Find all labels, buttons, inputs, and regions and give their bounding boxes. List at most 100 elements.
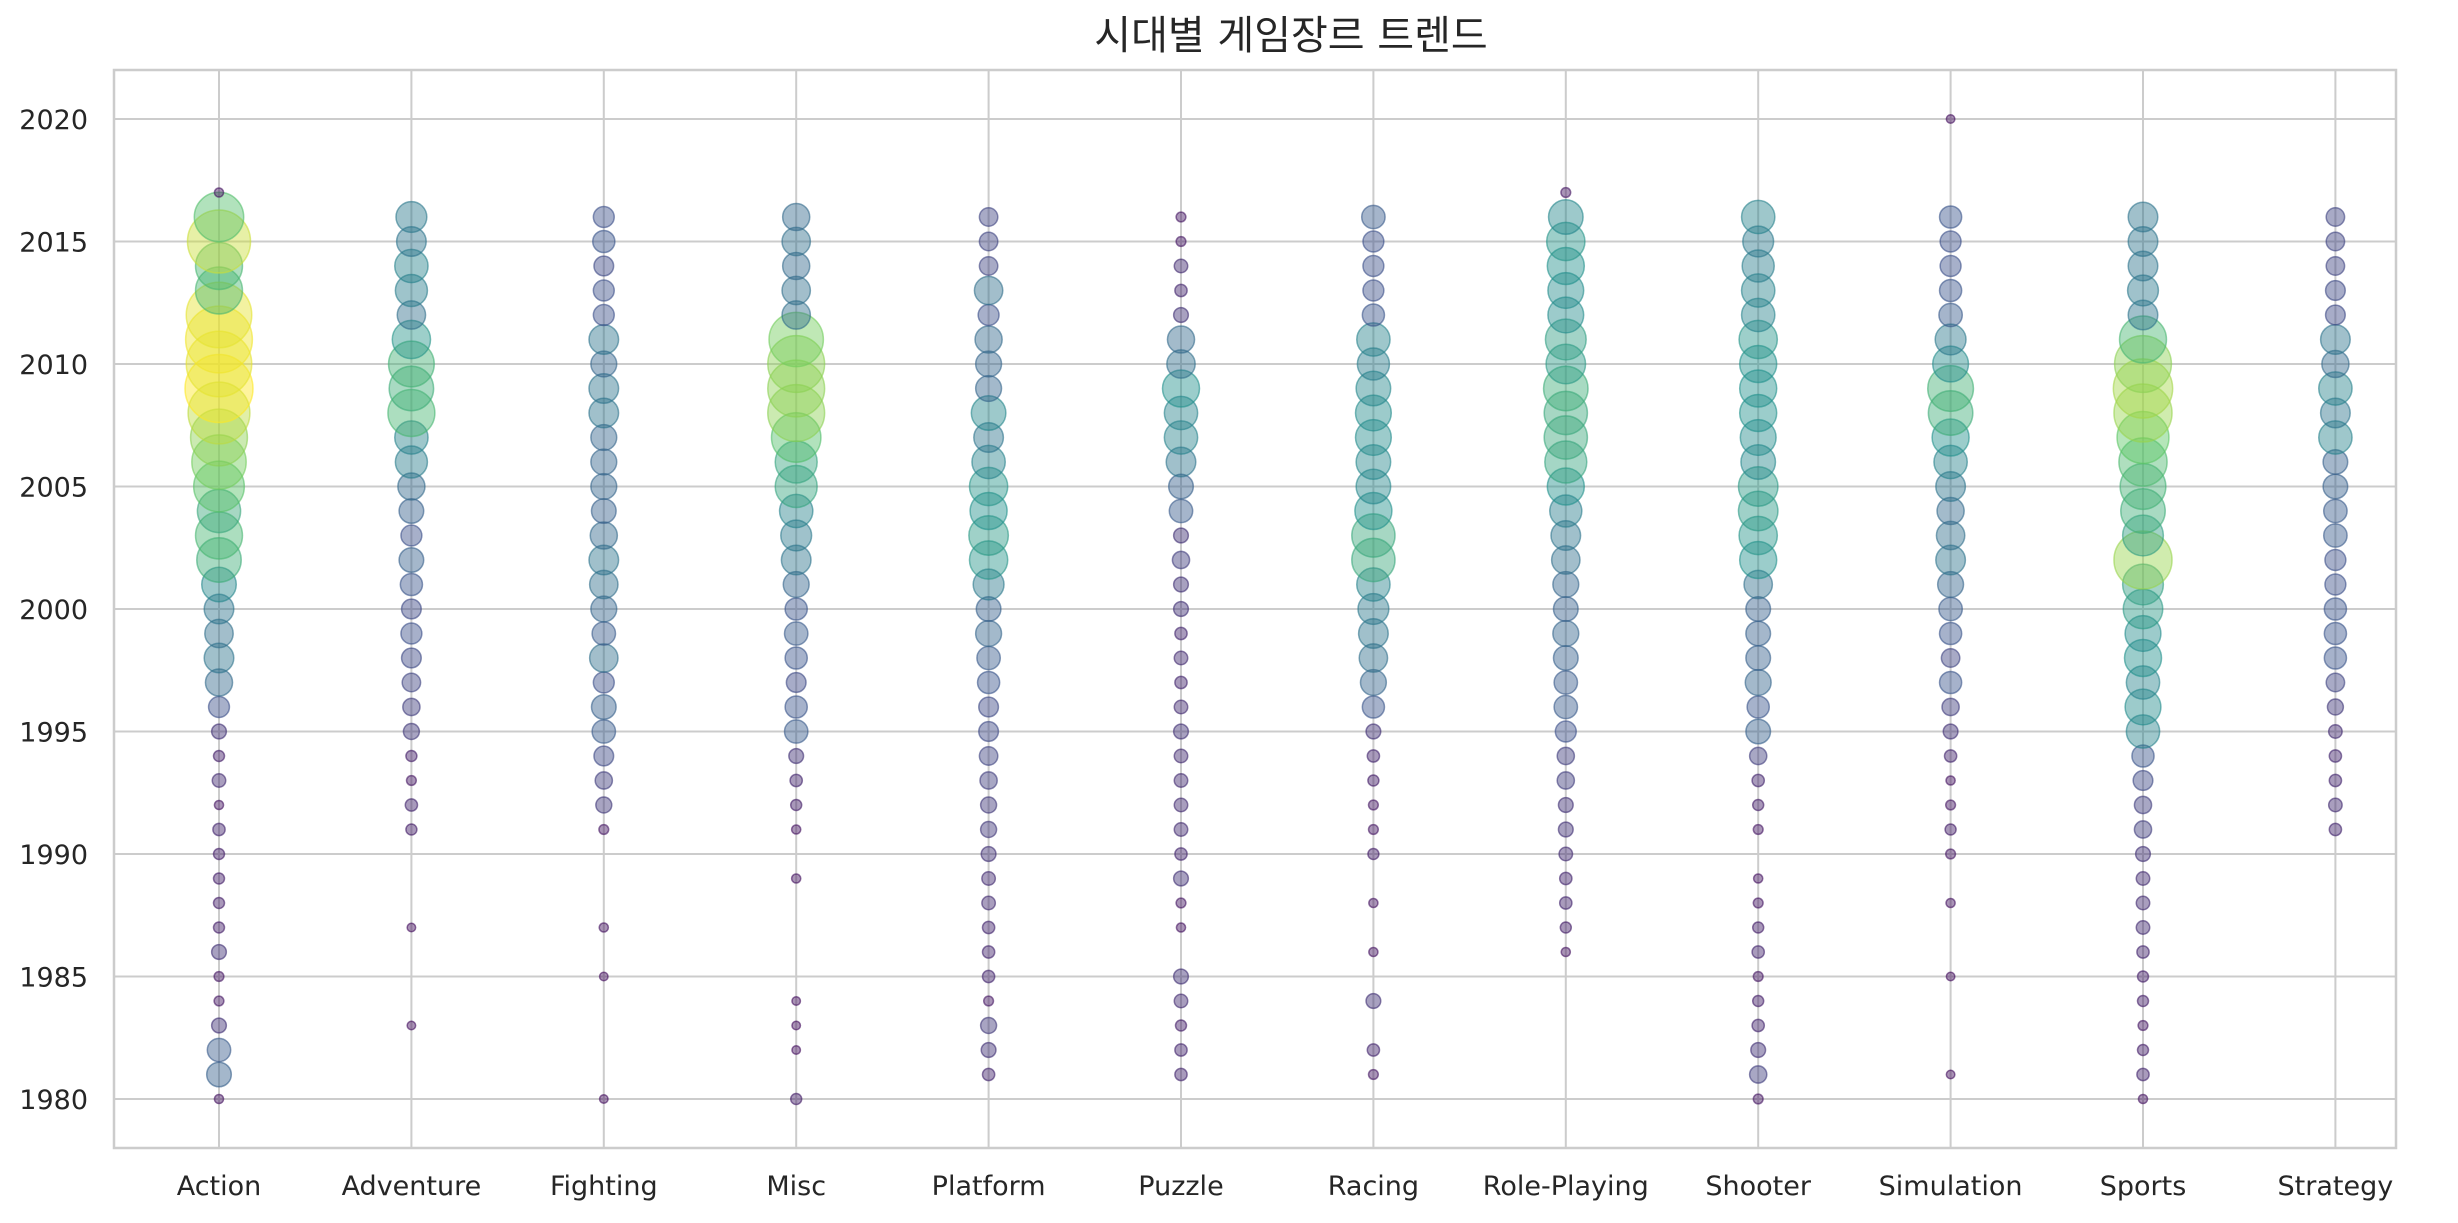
x-tick-label: Strategy xyxy=(2278,1171,2394,1202)
series-racing xyxy=(1351,204,1396,1081)
bubble-point xyxy=(1738,540,1778,580)
bubble-point xyxy=(213,187,225,198)
bubble-point xyxy=(774,464,818,509)
x-tick-label: Platform xyxy=(932,1171,1046,1202)
y-tick-label: 2000 xyxy=(19,595,88,626)
bubble-point xyxy=(780,519,813,552)
bubble-point xyxy=(1935,544,1967,576)
bubble-point xyxy=(971,444,1006,480)
bubble-point xyxy=(2328,749,2343,763)
bubble-point xyxy=(968,466,1009,507)
bubble-point xyxy=(1362,254,1385,278)
bubble-point xyxy=(184,353,254,424)
bubble-point xyxy=(1546,246,1586,286)
bubble-point xyxy=(1557,821,1574,838)
bubble-point xyxy=(2124,614,2162,653)
bubble-point xyxy=(1945,897,1956,909)
bubble-point xyxy=(767,383,826,443)
bubble-point xyxy=(200,566,238,603)
bubble-point xyxy=(1945,775,1956,786)
bubble-point xyxy=(1945,114,1956,124)
bubble-point xyxy=(974,350,1003,378)
bubble-point xyxy=(588,569,619,600)
bubble-point xyxy=(185,281,253,349)
bubble-point xyxy=(1165,446,1197,478)
bubble-point xyxy=(978,746,999,766)
bubble-point xyxy=(2137,1019,2149,1032)
bubble-point xyxy=(2318,420,2353,455)
bubble-point xyxy=(1359,668,1388,697)
bubble-point xyxy=(781,275,812,306)
bubble-point xyxy=(591,621,617,646)
bubble-point xyxy=(1545,343,1587,385)
bubble-point xyxy=(406,1020,417,1031)
bubble-point xyxy=(1550,519,1582,552)
bubble-point xyxy=(405,823,418,836)
bubble-point xyxy=(1368,946,1379,958)
bubble-point xyxy=(590,497,617,525)
bubble-point xyxy=(592,279,615,302)
bubble-point xyxy=(2137,1093,2149,1105)
bubble-point xyxy=(1166,325,1196,354)
bubble-point xyxy=(2323,597,2348,621)
bubble-point xyxy=(1173,699,1189,715)
bubble-point xyxy=(1945,1069,1956,1080)
bubble-point xyxy=(2133,820,2153,839)
bubble-point xyxy=(1560,186,1572,199)
bubble-point xyxy=(978,256,999,276)
bubble-point xyxy=(196,537,242,583)
bubble-point xyxy=(1751,921,1765,934)
bubble-point xyxy=(185,330,253,398)
bubble-point xyxy=(1355,370,1392,407)
bubble-point xyxy=(979,771,998,790)
bubble-point xyxy=(1751,1018,1766,1033)
bubble-point xyxy=(791,1045,802,1055)
x-tick-label: Shooter xyxy=(1705,1171,1811,1202)
bubble-point xyxy=(212,847,226,861)
bubble-point xyxy=(978,207,999,227)
bubble-point xyxy=(2323,621,2348,646)
bubble-point xyxy=(1751,798,1765,812)
bubble-point xyxy=(2324,304,2346,326)
bubble-point xyxy=(1167,473,1195,500)
bubble-point xyxy=(1172,576,1190,593)
bubble-point xyxy=(1163,420,1199,455)
bubble-point xyxy=(1744,668,1772,697)
bubble-point xyxy=(203,642,235,674)
x-tick-label: Fighting xyxy=(550,1171,658,1202)
x-tick-label: Puzzle xyxy=(1138,1171,1223,1202)
bubble-point xyxy=(2113,383,2173,443)
bubble-point xyxy=(1173,650,1189,666)
series-strategy xyxy=(2318,207,2353,837)
series-shooter xyxy=(1737,199,1779,1105)
bubble-point xyxy=(2323,646,2348,670)
bubble-point xyxy=(784,597,809,621)
bubble-point xyxy=(981,871,997,886)
bubble-point xyxy=(1938,205,1963,229)
bubble-point xyxy=(204,668,234,697)
bubble-point xyxy=(789,1092,803,1106)
bubble-point xyxy=(1745,718,1772,745)
bubble-point xyxy=(207,695,231,719)
bubble-point xyxy=(1751,945,1766,959)
bubble-point xyxy=(1940,648,1961,668)
bubble-point xyxy=(212,896,226,910)
bubble-point xyxy=(1740,199,1776,235)
bubble-point xyxy=(388,365,435,412)
bubble-point xyxy=(2113,530,2173,590)
bubble-point xyxy=(1750,1041,1767,1059)
bubble-point xyxy=(1366,1043,1381,1057)
bubble-point xyxy=(974,374,1003,403)
y-tick-label: 1980 xyxy=(19,1085,88,1116)
bubble-point xyxy=(1931,418,1970,457)
bubble-point xyxy=(1556,746,1576,766)
bubble-point xyxy=(2136,945,2150,959)
bubble-point xyxy=(1558,846,1574,862)
bubble-point xyxy=(969,491,1008,531)
bubble-point xyxy=(1944,799,1957,811)
bubble-point xyxy=(2118,437,2168,487)
bubble-point xyxy=(2133,795,2153,815)
y-axis-ticks: 1980 1985 1990 1995 2000 2005 2010 2015 2020 xyxy=(19,105,88,1116)
bubble-point xyxy=(1938,278,1963,303)
bubble-point xyxy=(780,544,812,576)
